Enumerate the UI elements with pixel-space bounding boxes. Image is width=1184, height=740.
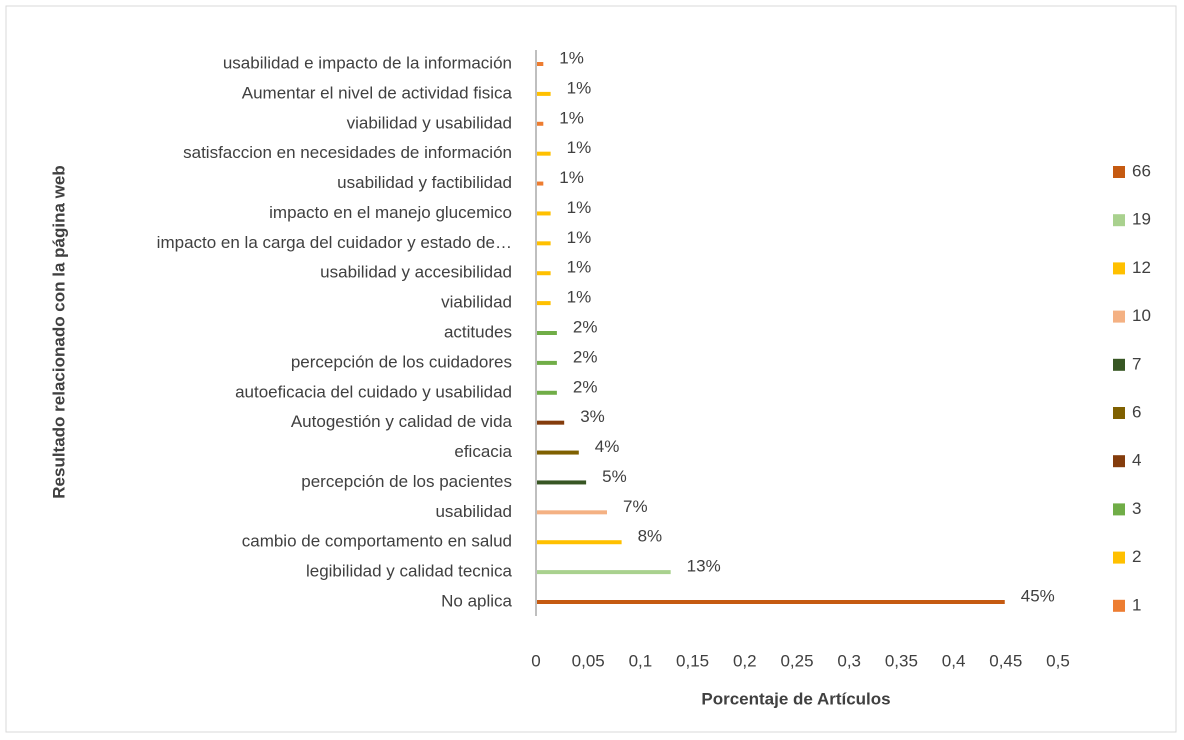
bar xyxy=(536,211,551,216)
x-tick-label: 0,2 xyxy=(733,651,757,670)
legend-label: 10 xyxy=(1132,306,1151,325)
y-axis-title: Resultado relacionado con la página web xyxy=(49,165,68,498)
data-label: 8% xyxy=(638,527,663,546)
bar xyxy=(536,570,671,575)
bar xyxy=(536,121,544,126)
y-tick-label: impacto en la carga del cuidador y estad… xyxy=(157,233,512,252)
x-axis-title: Porcentaje de Artículos xyxy=(701,689,890,708)
data-label: 1% xyxy=(567,78,592,97)
x-tick-label: 0,45 xyxy=(989,651,1022,670)
y-tick-label: impacto en el manejo glucemico xyxy=(269,203,512,222)
y-tick-label: percepción de los pacientes xyxy=(301,472,512,491)
bar xyxy=(536,390,557,395)
data-label: 3% xyxy=(580,407,605,426)
bar xyxy=(536,181,544,186)
bar xyxy=(536,91,551,96)
x-tick-label: 0,5 xyxy=(1046,651,1070,670)
y-tick-label: usabilidad y accesibilidad xyxy=(320,263,512,282)
legend-label: 12 xyxy=(1132,258,1151,277)
legend-swatch xyxy=(1113,262,1125,275)
y-tick-label: actitudes xyxy=(444,322,512,341)
data-label: 4% xyxy=(595,437,620,456)
data-label: 13% xyxy=(687,557,721,576)
data-label: 5% xyxy=(602,467,627,486)
bar xyxy=(536,480,587,485)
bar xyxy=(536,600,1005,604)
legend-label: 3 xyxy=(1132,499,1141,518)
y-tick-label: No aplica xyxy=(441,591,512,610)
legend-swatch xyxy=(1113,551,1125,564)
x-tick-label: 0,4 xyxy=(942,651,966,670)
data-label: 1% xyxy=(559,108,584,127)
bar xyxy=(536,151,551,156)
x-tick-label: 0,1 xyxy=(629,651,653,670)
x-tick-label: 0,15 xyxy=(676,651,709,670)
legend-label: 7 xyxy=(1132,354,1141,373)
y-tick-label: usabilidad xyxy=(435,502,512,521)
legend-swatch xyxy=(1113,310,1125,323)
legend-label: 66 xyxy=(1132,161,1151,180)
bar xyxy=(536,301,551,306)
legend-swatch xyxy=(1113,599,1125,612)
bar xyxy=(536,331,557,335)
bar xyxy=(536,241,551,246)
y-tick-label: eficacia xyxy=(454,442,512,461)
legend-label: 1 xyxy=(1132,595,1141,614)
data-label: 1% xyxy=(567,288,592,307)
x-tick-label: 0,35 xyxy=(885,651,918,670)
x-tick-label: 0,3 xyxy=(837,651,861,670)
legend-swatch xyxy=(1113,358,1125,371)
data-label: 2% xyxy=(573,377,598,396)
bar xyxy=(536,540,622,545)
legend-swatch xyxy=(1113,455,1125,468)
legend-label: 2 xyxy=(1132,547,1141,566)
y-tick-label: autoeficacia del cuidado y usabilidad xyxy=(235,382,512,401)
data-label: 1% xyxy=(567,138,592,157)
data-label: 2% xyxy=(573,347,598,366)
x-tick-label: 0 xyxy=(531,651,540,670)
y-tick-label: usabilidad e impacto de la información xyxy=(223,53,512,72)
y-tick-label: cambio de comportamento en salud xyxy=(242,532,512,551)
legend-label: 6 xyxy=(1132,402,1141,421)
y-tick-label: Aumentar el nivel de actividad fisica xyxy=(242,83,513,102)
bar xyxy=(536,420,565,425)
legend-swatch xyxy=(1113,214,1125,227)
data-label: 1% xyxy=(567,228,592,247)
data-label: 1% xyxy=(567,198,592,217)
legend-swatch xyxy=(1113,407,1125,419)
y-tick-label: satisfaccion en necesidades de informaci… xyxy=(183,143,512,162)
legend-swatch xyxy=(1113,166,1125,178)
y-tick-label: percepción de los cuidadores xyxy=(291,352,512,371)
data-label: 45% xyxy=(1021,586,1055,605)
bar xyxy=(536,450,579,455)
y-tick-label: Autogestión y calidad de vida xyxy=(291,412,513,431)
y-tick-label: legibilidad y calidad tecnica xyxy=(306,562,513,581)
data-label: 1% xyxy=(559,48,584,67)
y-tick-label: usabilidad y factibilidad xyxy=(337,173,512,192)
chart-border xyxy=(5,5,1177,733)
bar xyxy=(536,510,607,515)
bar xyxy=(536,360,557,365)
x-tick-label: 0,05 xyxy=(572,651,605,670)
bar xyxy=(536,271,551,276)
data-label: 7% xyxy=(623,497,648,516)
legend-label: 4 xyxy=(1132,451,1141,470)
legend-label: 19 xyxy=(1132,210,1151,229)
legend-swatch xyxy=(1113,503,1125,516)
data-label: 1% xyxy=(567,258,592,277)
data-label: 1% xyxy=(559,168,584,187)
x-tick-label: 0,25 xyxy=(780,651,813,670)
y-tick-label: viabilidad xyxy=(441,293,512,312)
y-tick-label: viabilidad y usabilidad xyxy=(347,113,512,132)
bar xyxy=(536,62,544,66)
data-label: 2% xyxy=(573,317,598,336)
